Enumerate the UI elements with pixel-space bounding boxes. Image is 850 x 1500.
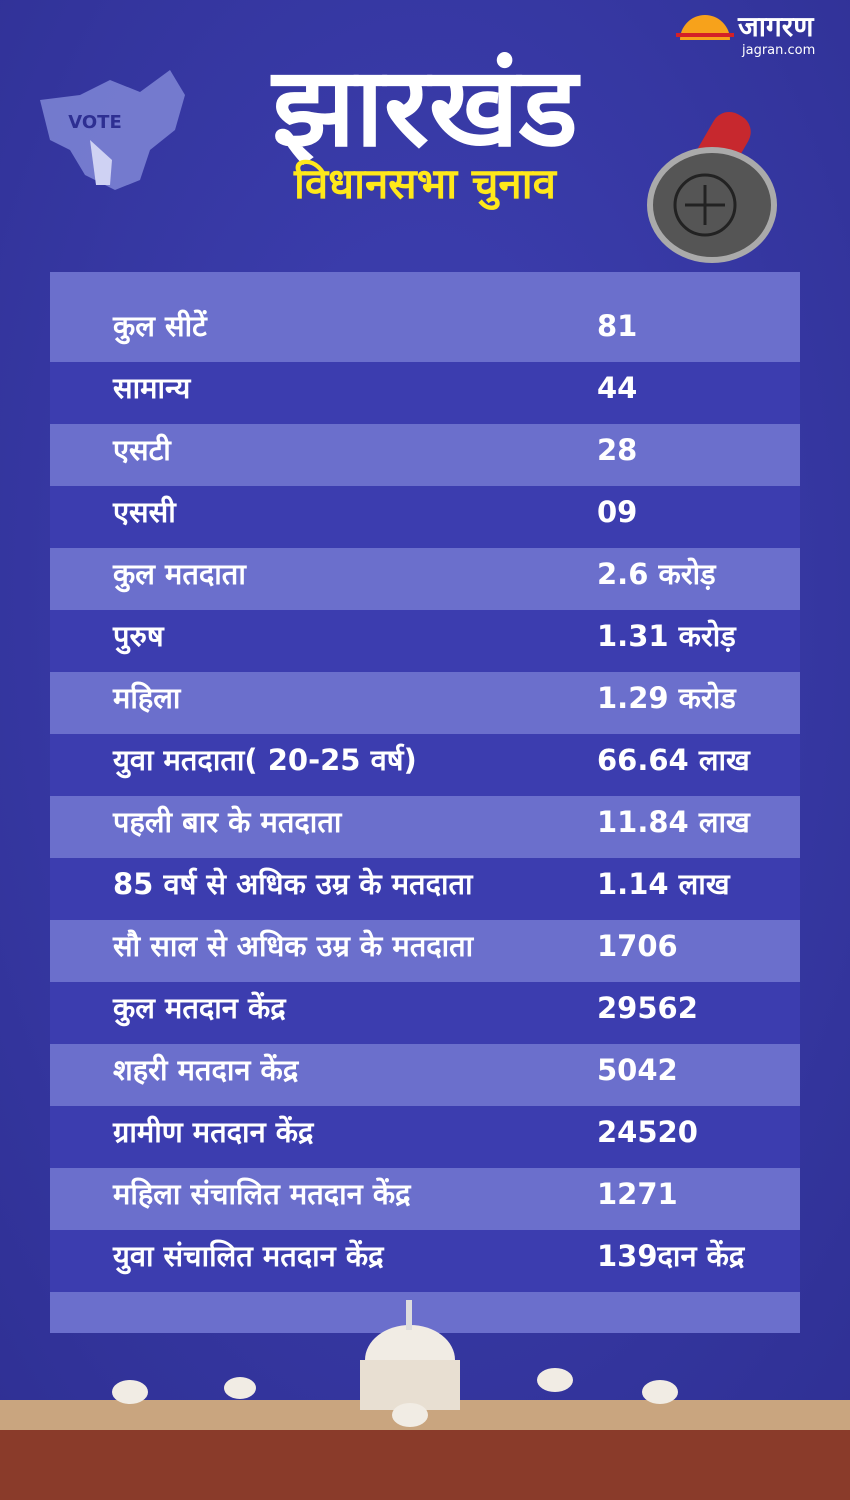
row-value: 66.64 लाख (597, 743, 751, 777)
row-value: 81 (597, 309, 637, 343)
logo: जागरण jagran.com (676, 10, 815, 58)
row-band (50, 1106, 800, 1168)
row-value: 11.84 लाख (597, 805, 751, 839)
row-value: 1706 (597, 929, 678, 963)
row-band (50, 610, 800, 672)
logo-text: जागरण (737, 10, 815, 43)
map-icon: VOTE (40, 70, 185, 190)
row-value: 1.31 करोड़ (597, 619, 737, 653)
row-value: 2.6 करोड़ (597, 557, 717, 591)
row-value: 24520 (597, 1115, 698, 1149)
row-band (50, 362, 800, 424)
row-label: सौ साल से अधिक उम्र के मतदाता (112, 929, 475, 963)
row-band (50, 486, 800, 548)
row-label: कुल सीटें (112, 309, 208, 345)
row-label: एसटी (112, 433, 172, 467)
site-text: jagran.com (741, 43, 815, 58)
row-label: महिला (112, 681, 182, 715)
row-label: महिला संचालित मतदान केंद्र (112, 1177, 412, 1211)
row-value: 09 (597, 495, 637, 529)
row-band (50, 1230, 800, 1292)
row-label: पहली बार के मतदाता (112, 805, 343, 839)
row-label: 85 वर्ष से अधिक उम्र के मतदाता (113, 867, 474, 901)
building-illustration (0, 1300, 850, 1500)
row-value: 28 (597, 433, 637, 467)
row-label: सामान्य (112, 371, 192, 405)
row-value: 139दान केंद्र (597, 1239, 746, 1273)
row-band (50, 734, 800, 796)
subtitle: विधानसभा चुनाव (293, 159, 558, 210)
row-label: कुल मतदाता (112, 557, 247, 593)
row-label: युवा मतदाता( 20-25 वर्ष) (112, 743, 417, 779)
vote-badge: VOTE (68, 112, 122, 133)
row-label: एससी (112, 495, 177, 529)
row-value: 1271 (597, 1177, 678, 1211)
title: झारखंड (270, 43, 581, 171)
table-background (50, 272, 800, 1333)
row-label: युवा संचालित मतदान केंद्र (112, 1239, 385, 1275)
row-label: शहरी मतदान केंद्र (113, 1053, 300, 1087)
row-band (50, 982, 800, 1044)
row-value: 1.29 करोड (597, 681, 737, 715)
row-value: 5042 (597, 1053, 678, 1087)
row-value: 1.14 लाख (597, 867, 731, 901)
row-label: कुल मतदान केंद्र (112, 991, 287, 1027)
row-band (50, 858, 800, 920)
row-label: ग्रामीण मतदान केंद्र (112, 1115, 315, 1149)
stamp-icon (647, 111, 777, 263)
row-value: 29562 (597, 991, 698, 1025)
row-label: पुरुष (112, 619, 165, 655)
row-value: 44 (597, 371, 637, 405)
